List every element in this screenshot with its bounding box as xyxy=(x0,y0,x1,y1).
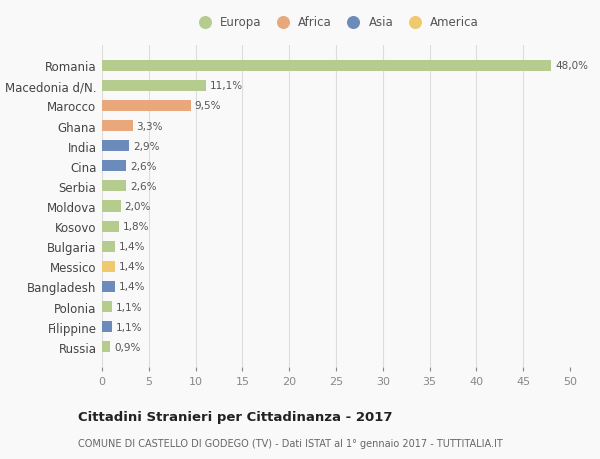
Bar xyxy=(102,321,112,332)
Bar xyxy=(102,341,110,353)
Text: 0,9%: 0,9% xyxy=(114,342,140,352)
Text: 2,9%: 2,9% xyxy=(133,141,160,151)
Text: 1,4%: 1,4% xyxy=(119,242,145,252)
Text: 2,6%: 2,6% xyxy=(130,181,157,191)
Text: 11,1%: 11,1% xyxy=(209,81,243,91)
Bar xyxy=(102,121,133,132)
Text: 1,8%: 1,8% xyxy=(122,222,149,232)
Bar xyxy=(102,281,115,292)
Text: 1,1%: 1,1% xyxy=(116,302,143,312)
Text: 3,3%: 3,3% xyxy=(137,121,163,131)
Bar xyxy=(102,241,115,252)
Bar xyxy=(102,61,551,72)
Text: Cittadini Stranieri per Cittadinanza - 2017: Cittadini Stranieri per Cittadinanza - 2… xyxy=(78,410,392,423)
Text: 48,0%: 48,0% xyxy=(555,61,588,71)
Bar xyxy=(102,221,119,232)
Text: 9,5%: 9,5% xyxy=(194,101,221,111)
Bar xyxy=(102,181,127,192)
Bar xyxy=(102,101,191,112)
Bar xyxy=(102,201,121,212)
Text: 1,4%: 1,4% xyxy=(119,282,145,292)
Bar xyxy=(102,81,206,92)
Text: COMUNE DI CASTELLO DI GODEGO (TV) - Dati ISTAT al 1° gennaio 2017 - TUTTITALIA.I: COMUNE DI CASTELLO DI GODEGO (TV) - Dati… xyxy=(78,438,503,448)
Text: 1,4%: 1,4% xyxy=(119,262,145,272)
Bar xyxy=(102,141,129,152)
Bar xyxy=(102,161,127,172)
Text: 2,0%: 2,0% xyxy=(124,202,151,212)
Bar xyxy=(102,261,115,272)
Text: 2,6%: 2,6% xyxy=(130,162,157,171)
Text: 1,1%: 1,1% xyxy=(116,322,143,332)
Legend: Europa, Africa, Asia, America: Europa, Africa, Asia, America xyxy=(193,17,479,29)
Bar xyxy=(102,302,112,313)
